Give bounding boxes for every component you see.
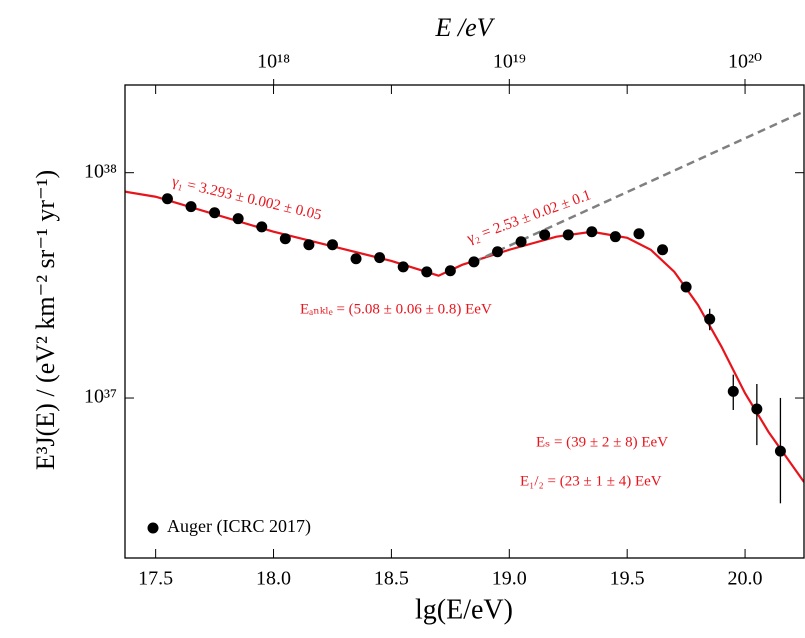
data-point — [444, 265, 456, 277]
top-tick-label: 10²⁰ — [728, 51, 762, 73]
data-point — [609, 231, 621, 243]
data-point — [539, 229, 551, 241]
fit-line — [125, 190, 804, 483]
data-point — [562, 229, 574, 241]
data-point — [727, 385, 739, 397]
data-point — [751, 403, 763, 415]
data-point — [279, 233, 291, 245]
data-point — [232, 213, 244, 225]
x-axis-label: lg(E/eV) — [415, 594, 513, 625]
data-point — [633, 228, 645, 240]
data-point — [774, 445, 786, 457]
legend-label: Auger (ICRC 2017) — [167, 516, 311, 537]
legend-marker — [147, 522, 159, 534]
data-point — [185, 201, 197, 213]
x-tick-label: 19.0 — [492, 568, 527, 590]
annotation: Eₐₙₖₗₑ = (5.08 ± 0.06 ± 0.8) EeV — [300, 301, 492, 317]
x-tick-label: 20.0 — [728, 568, 763, 590]
x-tick-label: 18.0 — [256, 568, 291, 590]
y-tick-label: 10³⁸ — [84, 160, 117, 182]
data-point — [256, 221, 268, 233]
data-point — [657, 244, 669, 256]
data-point — [374, 252, 386, 264]
data-point — [209, 207, 221, 219]
top-tick-label: 10¹⁸ — [257, 51, 290, 73]
x-tick-label: 17.5 — [138, 568, 173, 590]
y-tick-label: 10³⁷ — [84, 386, 117, 408]
annotation: E₁/₂ = (23 ± 1 ± 4) EeV — [520, 473, 662, 489]
data-point — [397, 261, 409, 273]
data-point — [350, 253, 362, 265]
plot-frame — [124, 84, 805, 559]
annotation: γ₁ = 3.293 ± 0.002 ± 0.05 — [169, 173, 323, 223]
data-point — [515, 236, 527, 248]
top-tick-label: 10¹⁹ — [493, 51, 526, 73]
y-axis-label: E³J(E) / (eV² km⁻² sr⁻¹ yr⁻¹) — [31, 170, 60, 470]
extrapolation-line — [473, 110, 804, 264]
top-axis-label: E /eV — [434, 13, 495, 42]
annotation: Eₛ = (39 ± 2 ± 8) EeV — [536, 434, 668, 450]
data-point — [303, 239, 315, 251]
data-point — [421, 266, 433, 278]
data-point — [468, 256, 480, 268]
data-point — [326, 239, 338, 251]
data-point — [586, 226, 598, 238]
data-point — [704, 313, 716, 325]
data-point — [492, 246, 504, 258]
data-point — [680, 281, 692, 293]
data-point — [161, 193, 173, 205]
x-tick-label: 19.5 — [610, 568, 645, 590]
x-tick-label: 18.5 — [374, 568, 409, 590]
